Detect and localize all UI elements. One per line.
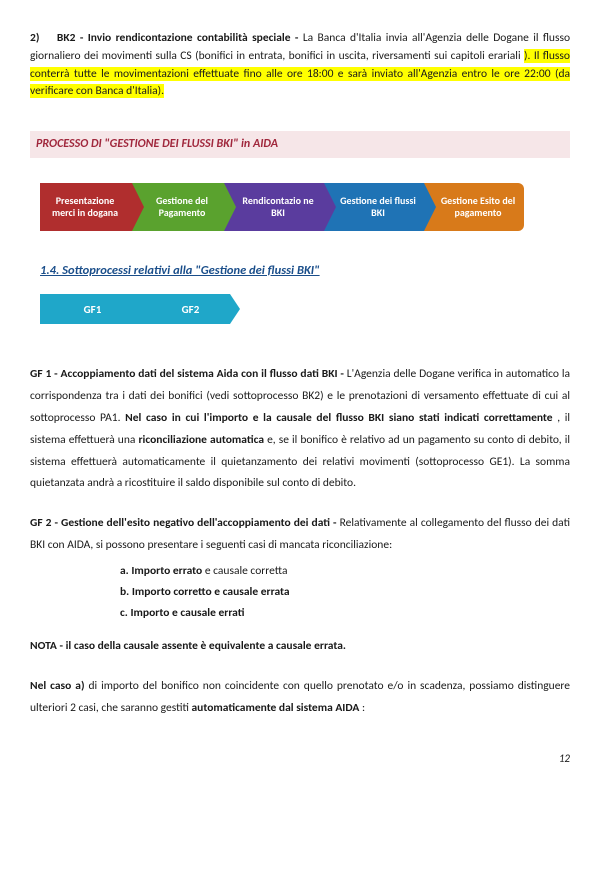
step-gestione-pagamento: Gestione del Pagamento	[132, 183, 224, 231]
caso-a-paragraph: Nel caso a) di importo del bonifico non …	[30, 676, 570, 720]
case-c: c. Importo e causale errati	[120, 605, 570, 623]
gf1-paragraph: GF 1 - Accoppiamento dati del sistema Ai…	[30, 364, 570, 495]
subsection-heading: 1.4. Sottoprocessi relativi alla "Gestio…	[40, 261, 570, 280]
page-number: 12	[30, 750, 570, 767]
step-presentazione: Presentazione merci in dogana	[40, 183, 132, 231]
process-flow-main: Presentazione merci in dogana Gestione d…	[40, 183, 570, 231]
step-gf1: GF1	[40, 294, 135, 324]
bk2-lead: BK2 - Invio rendicontazione contabilità …	[57, 31, 299, 45]
step-gf2: GF2	[135, 294, 230, 324]
gf2-cases-list: a. Importo errato e causale corretta b. …	[120, 563, 570, 622]
section-title-bar: PROCESSO DI "GESTIONE DEI FLUSSI BKI" in…	[30, 131, 570, 158]
step-gestione-esito: Gestione Esito del pagamento	[424, 183, 524, 231]
gf1-lead: GF 1 - Accoppiamento dati del sistema Ai…	[30, 367, 347, 381]
case-b: b. Importo corretto e causale errata	[120, 584, 570, 602]
gf2-paragraph: GF 2 - Gestione dell'esito negativo dell…	[30, 513, 570, 557]
step-gestione-flussi: Gestione dei flussi BKI	[324, 183, 424, 231]
list-number: 2)	[30, 31, 39, 45]
subprocess-flow: GF1 GF2	[40, 294, 570, 324]
case-a: a. Importo errato e causale corretta	[120, 563, 570, 581]
gf2-lead: GF 2 - Gestione dell'esito negativo dell…	[30, 516, 340, 530]
step-rendicontazione: Rendicontazio ne BKI	[224, 183, 324, 231]
nota-paragraph: NOTA - il caso della causale assente è e…	[30, 636, 570, 658]
bk2-paragraph: 2) BK2 - Invio rendicontazione contabili…	[30, 30, 570, 101]
